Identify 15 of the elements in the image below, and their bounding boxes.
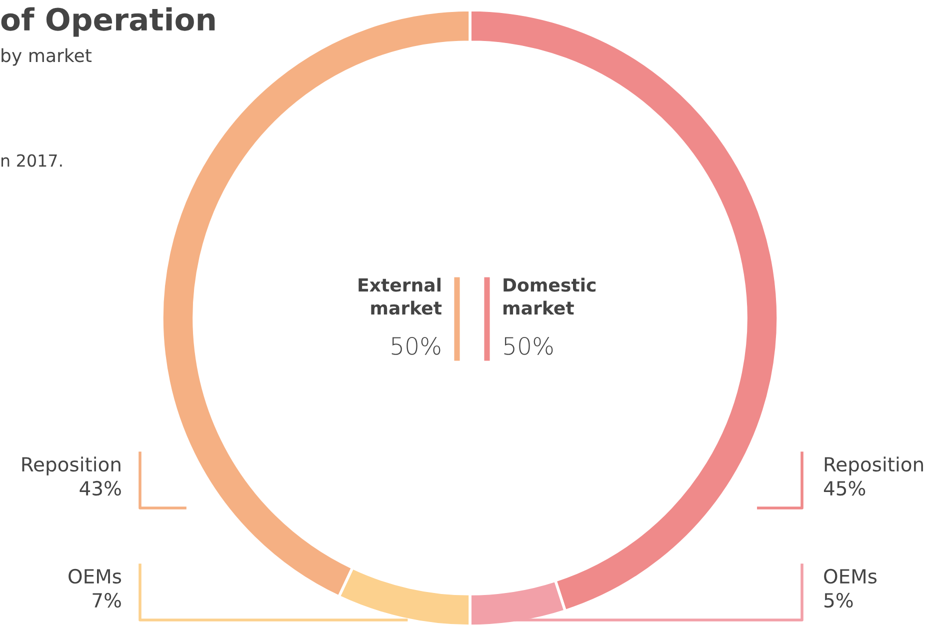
text: External market: [358, 278, 442, 315]
text: Domestic market: [504, 278, 596, 315]
data-label: 43%: [80, 480, 121, 496]
slice-label: OEMs: [824, 568, 877, 584]
data-label: 7%: [92, 592, 121, 608]
slice-label: Reposition: [22, 456, 120, 476]
data-label: 5%: [824, 592, 853, 608]
slice-label: OEMs: [68, 568, 122, 584]
text: 50%: [504, 336, 553, 355]
chart-title: of Operation: [1, 7, 215, 37]
data-label: 45%: [824, 480, 866, 496]
text: by market: [2, 48, 92, 66]
text: n 2017.: [2, 154, 62, 167]
text: 50%: [392, 336, 440, 355]
slice-label: Reposition: [824, 456, 923, 476]
